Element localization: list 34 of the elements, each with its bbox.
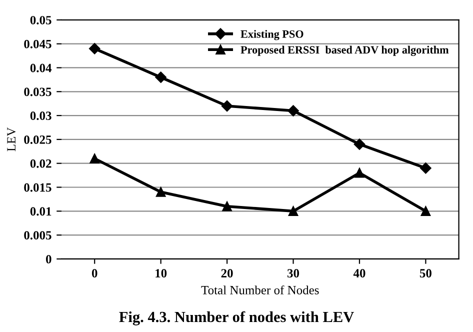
y-tick-label: 0.005 [24, 231, 52, 240]
caption: Fig. 4.3. Number of nodes with LEV [119, 311, 354, 326]
x-tick-label: 40 [353, 269, 366, 278]
y-tick-label: 0.03 [30, 112, 52, 120]
y-tick-label: 0.045 [24, 40, 52, 48]
x-tick-label: 20 [221, 269, 233, 278]
y-tick-label: 0.01 [30, 207, 52, 216]
x-axis-title: Total Number of Nodes [201, 285, 319, 294]
x-tick-label: 10 [156, 269, 167, 278]
x-tick-label: 50 [420, 269, 432, 278]
y-axis-title: LEV [7, 127, 16, 152]
point [354, 138, 366, 150]
y-tick-label: 0.04 [30, 64, 52, 72]
point [222, 202, 232, 212]
y-tick-label: 0.015 [24, 183, 52, 192]
point [420, 162, 432, 174]
point [221, 100, 233, 112]
y-tick-label: 0 [46, 254, 52, 264]
y-tick-label: 0.025 [24, 135, 52, 144]
point [88, 43, 100, 54]
x-tick-label: 30 [287, 269, 300, 278]
y-tick-label: 0.02 [30, 159, 52, 168]
point [420, 206, 431, 216]
point [354, 168, 364, 178]
y-tick-label: 0.035 [24, 88, 52, 96]
x-tick-label: 0 [92, 269, 98, 278]
point [90, 154, 100, 164]
legend-label: Existing PSO [240, 30, 304, 40]
legend-label: Proposed ERSSI based ADV hop algorithm [240, 46, 449, 56]
point [155, 72, 166, 83]
point [156, 187, 166, 197]
point [288, 105, 299, 116]
point [288, 206, 298, 216]
y-tick-label: 0.05 [30, 16, 52, 24]
